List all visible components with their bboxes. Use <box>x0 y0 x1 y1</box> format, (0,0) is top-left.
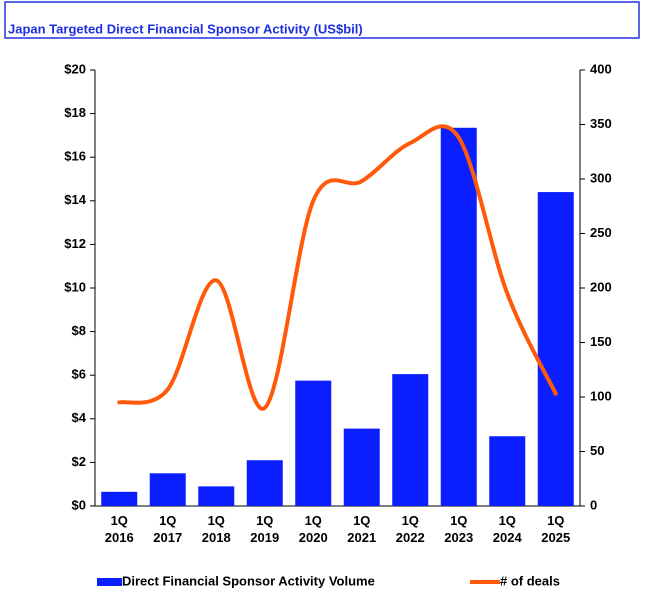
y-tick-label: $20 <box>64 61 86 76</box>
x-tick-label-line: 2019 <box>250 530 279 545</box>
x-tick-label: 1Q 2020 <box>299 513 328 545</box>
x-tick-label: 1Q 2018 <box>202 513 231 545</box>
y2-tick-label: 250 <box>590 225 612 240</box>
y-tick-label: $6 <box>72 367 86 382</box>
y-tick-label: $16 <box>64 149 86 164</box>
title-box <box>4 1 640 39</box>
x-tick-label: 1Q 2023 <box>444 513 473 545</box>
x-tick-label-line: 2018 <box>202 530 231 545</box>
y-tick-label: $12 <box>64 236 86 251</box>
x-tick-label: 1Q 2019 <box>250 513 279 545</box>
bar <box>489 436 526 506</box>
x-tick-label-line: 1Q <box>353 513 370 528</box>
x-tick-label-line: 1Q <box>402 513 419 528</box>
bar <box>343 428 380 506</box>
x-tick-label-line: 2025 <box>541 530 570 545</box>
y-tick-label: $14 <box>64 192 86 207</box>
x-tick-label: 1Q 2025 <box>541 513 570 545</box>
legend-label: Direct Financial Sponsor Activity Volume <box>122 573 375 588</box>
x-tick-label-line: 1Q <box>499 513 516 528</box>
bar <box>295 380 332 506</box>
bar <box>537 192 574 506</box>
bar <box>246 460 283 506</box>
y-tick-label: $10 <box>64 279 86 294</box>
x-tick-label: 1Q 2021 <box>347 513 376 545</box>
x-tick-label-line: 1Q <box>547 513 564 528</box>
x-tick-label-line: 2023 <box>444 530 473 545</box>
x-tick-label-line: 1Q <box>256 513 273 528</box>
y2-tick-label: 350 <box>590 116 612 131</box>
y2-tick-label: 50 <box>590 443 604 458</box>
x-tick-label: 1Q 2017 <box>153 513 182 545</box>
x-tick-label-line: 2022 <box>396 530 425 545</box>
y-tick-label: $2 <box>72 454 86 469</box>
chart-title: Japan Targeted Direct Financial Sponsor … <box>8 21 363 36</box>
y2-tick-label: 300 <box>590 170 612 185</box>
bar <box>149 473 186 506</box>
y-tick-label: $4 <box>72 410 87 425</box>
x-tick-label-line: 1Q <box>111 513 128 528</box>
line <box>117 124 558 411</box>
y2-tick-label: 400 <box>590 61 612 76</box>
x-tick-label: 1Q 2024 <box>493 513 523 545</box>
y-tick-label: $8 <box>72 323 86 338</box>
y2-tick-label: 150 <box>590 334 612 349</box>
x-tick-label-line: 2024 <box>493 530 523 545</box>
bar <box>440 127 477 507</box>
x-tick-label-line: 2017 <box>153 530 182 545</box>
legend-swatch <box>97 578 122 586</box>
x-tick-label: 1Q 2016 <box>105 513 134 545</box>
x-tick-label-line: 1Q <box>305 513 322 528</box>
bar <box>198 486 235 506</box>
x-tick-label-line: 2020 <box>299 530 328 545</box>
y-tick-label: $18 <box>64 105 86 120</box>
bar <box>392 374 429 506</box>
y2-tick-label: 100 <box>590 388 612 403</box>
x-tick-label-line: 2021 <box>347 530 376 545</box>
x-tick-label-line: 2016 <box>105 530 134 545</box>
x-tick-label-line: 1Q <box>450 513 467 528</box>
x-tick-label: 1Q 2022 <box>396 513 425 545</box>
legend-label: # of deals <box>500 573 560 588</box>
y2-tick-label: 0 <box>590 497 597 512</box>
x-tick-label-line: 1Q <box>208 513 225 528</box>
y2-tick-label: 200 <box>590 279 612 294</box>
bar <box>101 491 138 506</box>
x-tick-label-line: 1Q <box>159 513 176 528</box>
y-tick-label: $0 <box>72 497 86 512</box>
